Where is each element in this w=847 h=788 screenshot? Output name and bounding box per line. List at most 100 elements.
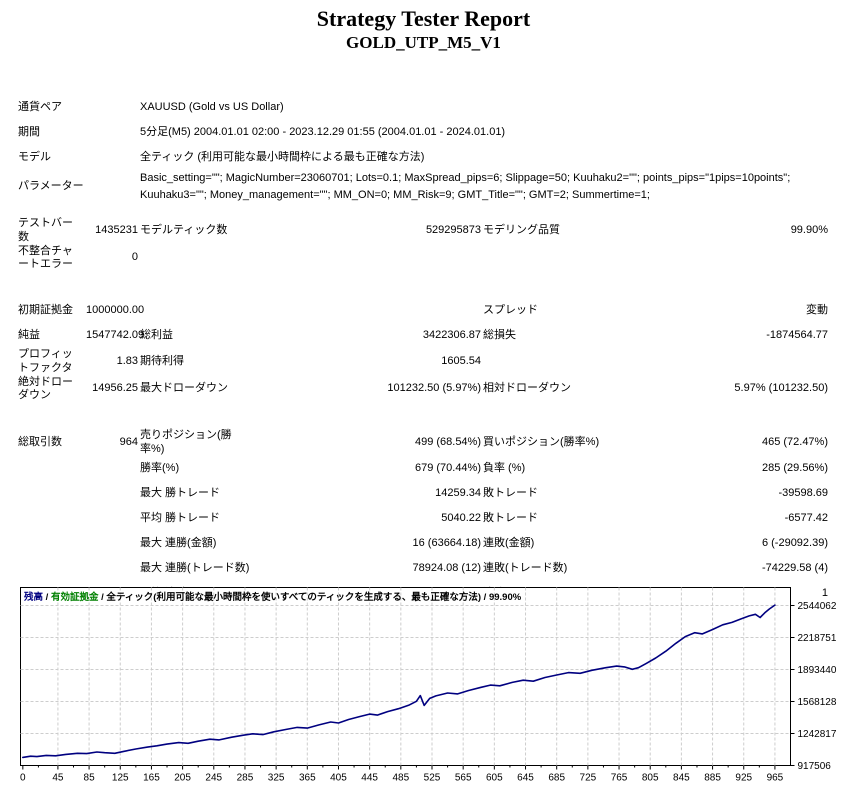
stat-label: 純益 [18,328,40,341]
stat-label: 不整合チャ ートエラー [18,244,73,271]
stat-label: 連敗(トレード数) [483,562,568,575]
stat-value: -39598.69 [778,487,828,500]
legend-separator: / [43,592,51,603]
info-value: 5分足(M5) 2004.01.01 02:00 - 2023.12.29 01… [140,125,506,138]
balance-chart: 0 45 85 125 165 205 245 285 325 365 405 445 485 525 56… [0,584,847,788]
stat-label: 相対ドローダウン [483,382,571,395]
stat-label: プロフィッ トファクタ [18,348,73,374]
stat-label: モデリング品質 [483,223,560,236]
stat-value: 6 (-29092.39) [761,537,828,550]
stat-value: 14956.25 [92,382,138,395]
info-row: パラメーター Basic_setting=""; MagicNumber=2306… [18,170,830,204]
stat-label: 絶対ドロー ダウン [18,375,73,402]
report-header: Strategy Tester Report GOLD_UTP_M5_V1 [0,0,847,53]
x-tick-label: 765 [611,773,628,784]
x-tick-label: 605 [486,773,503,784]
stat-value: 1547742.09 [86,328,145,341]
stat-label: 敗トレード [483,487,538,500]
stat-row: 最大 勝トレード 14259.34 敗トレード -39598.69 [18,482,830,507]
stat-value: -6577.42 [784,512,828,525]
x-tick-label: 445 [361,773,378,784]
stat-value: 5.97% (101232.50) [734,382,828,395]
y-tick-label: 1242817 [798,729,837,740]
stat-row: 絶対ドロー ダウン 14956.25 最大ドローダウン 101232.50 (5.97… [18,376,830,404]
stat-value: 5040.22 [441,512,481,525]
legend-item: 有効証拠金 [50,592,99,603]
stat-value: 14259.34 [435,487,481,500]
stat-row: 平均 勝トレード 5040.22 敗トレード -6577.42 [18,507,830,532]
x-tick-label: 285 [237,773,254,784]
info-label: モデル [18,150,51,163]
stat-value: -74229.58 (4) [761,562,828,575]
stat-value: 101232.50 (5.97%) [387,382,481,395]
stat-row: 純益 1547742.09 総利益 3422306.87 総損失 -1874564.77 [18,323,830,348]
stat-label: スプレッド [483,303,538,316]
info-label: 通貨ペア [18,100,62,113]
x-tick-label: 325 [268,773,285,784]
x-tick-label: 165 [143,773,160,784]
stat-value: 0 [131,251,138,264]
x-tick-label: 805 [642,773,659,784]
stat-value: 1.83 [116,354,138,367]
stat-value: 499 (68.54%) [414,435,481,448]
info-value: XAUUSD (Gold vs US Dollar) [140,100,284,113]
stat-label: テストバー 数 [18,217,73,243]
stat-row: 総取引数 964 売りポジション(勝率%) 499 (68.54%) 買いポジション(勝… [18,429,830,457]
report-table: 通貨ペア XAUUSD (Gold vs US Dollar) 期間 5分足(M5) … [18,95,830,607]
legend-item: 残高 [24,592,44,603]
info-value: Basic_setting=""; MagicNumber=23060701; … [140,172,791,202]
legend-separator: / [98,592,107,603]
balance-line [21,604,776,759]
stat-label: 敗トレード [483,512,538,525]
x-tick-label: 925 [735,773,752,784]
stat-row: 初期証拠金 1000000.00 スプレッド 変動 [18,298,830,323]
stat-label: 最大 勝トレード [140,487,221,500]
info-row: 期間 5分足(M5) 2004.01.01 02:00 - 2023.12.29 … [18,120,830,145]
x-tick-label: 405 [330,773,347,784]
stat-row: 不整合チャ ートエラー 0 [18,245,830,273]
stat-label: 総取引数 [18,435,62,448]
stat-row: 最大 連勝(トレード数) 78924.08 (12) 連敗(トレード数) -74229… [18,557,830,582]
stat-value: -1874564.77 [766,328,828,341]
stat-label: 最大 連勝(金額) [140,537,217,550]
x-tick-label: 365 [299,773,316,784]
info-label: パラメーター [18,180,84,193]
stat-label: モデルティック数 [140,223,228,236]
stat-label: 買いポジション(勝率%) [483,435,600,448]
x-tick-label: 965 [767,773,784,784]
x-tick-label: 45 [52,773,64,784]
strategy-name: GOLD_UTP_M5_V1 [346,33,501,52]
x-tick-label: 245 [205,773,222,784]
y-tick-label: 2218751 [798,633,837,644]
x-tick-label: 685 [548,773,565,784]
stat-label: 総損失 [483,328,516,341]
stat-value: 1000000.00 [86,303,145,316]
legend-item: 99.90% [488,592,522,603]
stat-label: 総利益 [140,328,173,341]
x-tick-label: 85 [84,773,96,784]
stat-label: 勝率(%) [140,462,180,475]
y-tick-label: 1568128 [798,697,837,708]
info-row: 通貨ペア XAUUSD (Gold vs US Dollar) [18,95,830,120]
stat-label: 負率 (%) [483,462,526,475]
stat-value: 1 [821,587,828,600]
stat-value: 3422306.87 [422,328,481,341]
stat-value: 78924.08 (12) [412,562,482,575]
y-tick-label: 1893440 [798,665,837,676]
stat-row: テストバー 数 1435231 モデルティック数 529295873 モデリング品質 99… [18,217,830,245]
x-tick-label: 485 [392,773,409,784]
info-row: モデル 全ティック (利用可能な最小時間枠による最も正確な方法) [18,145,830,170]
x-tick-label: 885 [704,773,721,784]
stat-label: 最大ドローダウン [140,382,228,395]
stat-value: 変動 [806,303,828,316]
stat-label: 連敗(金額) [483,537,535,550]
balance-chart-canvas: 0 45 85 125 165 205 245 285 325 365 405 445 485 525 56… [20,587,837,784]
stat-row: 勝率(%) 679 (70.44%) 負率 (%) 285 (29.56%) [18,457,830,482]
x-tick-label: 845 [673,773,690,784]
legend-item: 全ティック(利用可能な最小時間枠を使いすべてのティックを生成する、最も正確な方法… [106,592,482,603]
stat-label: 初期証拠金 [18,303,73,316]
plot-border [20,587,791,766]
info-value: 全ティック (利用可能な最小時間枠による最も正確な方法) [140,150,425,163]
legend-separator: / [481,592,489,603]
stat-value: 285 (29.56%) [761,462,828,475]
